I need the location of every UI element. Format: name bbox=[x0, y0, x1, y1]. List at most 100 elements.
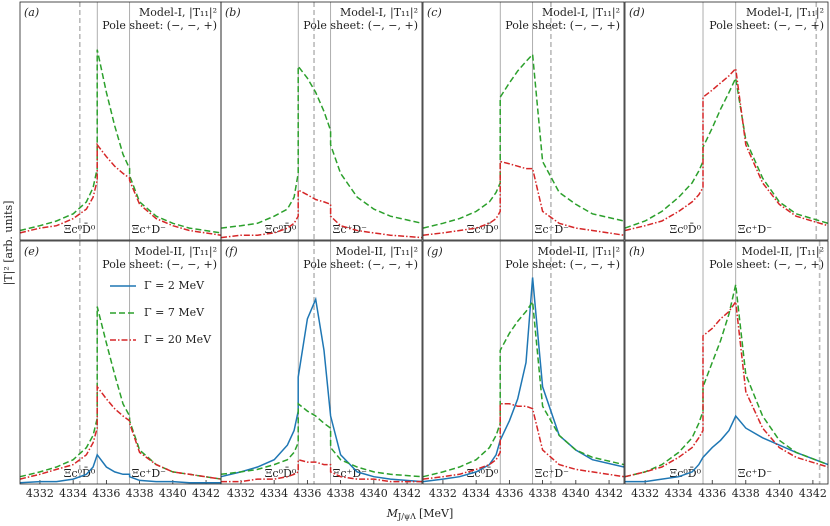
panel-label: (b) bbox=[225, 6, 241, 19]
series-line bbox=[422, 403, 625, 480]
x-tick-label: 4336 bbox=[293, 487, 321, 500]
x-tick-label: 4342 bbox=[192, 487, 220, 500]
series-line bbox=[422, 277, 625, 483]
x-tick-label: 4338 bbox=[126, 487, 154, 500]
panel-frame bbox=[422, 1, 625, 241]
series-line bbox=[624, 75, 829, 229]
panel-label: (a) bbox=[24, 6, 39, 19]
x-tick-label: 4340 bbox=[159, 487, 187, 500]
series-line bbox=[19, 142, 222, 236]
threshold-label: Ξc⁰D̄⁰ bbox=[669, 223, 701, 236]
threshold-label: Ξc⁰D̄⁰ bbox=[265, 467, 297, 480]
series-line bbox=[19, 384, 222, 480]
panel: Ξc⁰D̄⁰ Ξc⁺D⁻4332 4334 4336 4338 4340 4342(h) Mo… bbox=[624, 240, 829, 500]
x-tick-label: 4332 bbox=[26, 487, 54, 500]
x-label-sub: J/ψΛ bbox=[397, 512, 416, 521]
panel-title: Model-II, |T₁₁|² bbox=[742, 245, 824, 259]
panel-subtitle: Pole sheet: (−, −, +) bbox=[102, 19, 217, 32]
panel-title: Model-I, |T₁₁|² bbox=[139, 6, 217, 20]
x-tick-label: 4338 bbox=[529, 487, 557, 500]
panel-title: Model-II, |T₁₁|² bbox=[336, 245, 418, 259]
panel-title: Model-I, |T₁₁|² bbox=[746, 6, 824, 20]
x-tick-label: 4340 bbox=[562, 487, 590, 500]
panel-title: Model-I, |T₁₁|² bbox=[340, 6, 418, 20]
series-line bbox=[220, 296, 423, 483]
x-tick-label: 4332 bbox=[227, 487, 255, 500]
panel-subtitle: Pole sheet: (−, −, +) bbox=[709, 258, 824, 271]
panel-frame bbox=[220, 1, 423, 241]
panel-subtitle: Pole sheet: (−, −, +) bbox=[505, 19, 620, 32]
x-tick-label: 4336 bbox=[698, 487, 726, 500]
panel-title: Model-II, |T₁₁|² bbox=[135, 245, 217, 259]
series-line bbox=[422, 160, 625, 236]
panel-label: (e) bbox=[24, 245, 39, 258]
panel-frame bbox=[19, 1, 222, 241]
series-line bbox=[221, 458, 422, 483]
threshold-label: Ξc⁺D⁻ bbox=[535, 467, 570, 480]
panel-frame bbox=[624, 1, 829, 241]
panel-frame bbox=[624, 240, 829, 485]
x-tick-label: 4332 bbox=[631, 487, 659, 500]
threshold-label: Ξc⁰D̄⁰ bbox=[467, 223, 499, 236]
x-tick-label: 4336 bbox=[92, 487, 120, 500]
series-line bbox=[19, 49, 222, 234]
panel: Ξc⁰D̄⁰ Ξc⁺D⁻4332 4334 4336 4338 4340 4342(f) Mo… bbox=[220, 240, 423, 500]
series-line bbox=[220, 188, 423, 239]
panel-title: Model-I, |T₁₁|² bbox=[542, 6, 620, 20]
series-line bbox=[624, 299, 829, 478]
x-tick-label: 4332 bbox=[429, 487, 457, 500]
threshold-label: Ξc⁺D⁻ bbox=[738, 223, 773, 236]
panel-label: (f) bbox=[225, 245, 238, 258]
panel-title: Model-II, |T₁₁|² bbox=[538, 245, 620, 259]
panel-frame bbox=[19, 240, 222, 485]
panel-label: (d) bbox=[629, 6, 645, 19]
x-tick-label: 4338 bbox=[732, 487, 760, 500]
threshold-label: Ξc⁺D⁻ bbox=[333, 223, 368, 236]
panel-subtitle: Pole sheet: (−, −, +) bbox=[303, 19, 418, 32]
panel-subtitle: Pole sheet: (−, −, +) bbox=[303, 258, 418, 271]
panel-label: (c) bbox=[427, 6, 442, 19]
panel-subtitle: Pole sheet: (−, −, +) bbox=[505, 258, 620, 271]
x-tick-label: 4340 bbox=[360, 487, 388, 500]
x-tick-label: 4334 bbox=[665, 487, 693, 500]
x-label-unit: [MeV] bbox=[419, 507, 453, 520]
x-tick-label: 4342 bbox=[595, 487, 623, 500]
panel-frame bbox=[220, 240, 423, 485]
panel-subtitle: Pole sheet: (−, −, +) bbox=[709, 19, 824, 32]
series-line bbox=[422, 52, 625, 229]
y-axis-label: |T|² [arb. units] bbox=[2, 201, 16, 286]
legend-label: Γ = 7 MeV bbox=[144, 306, 205, 319]
threshold-label: Ξc⁰D̄⁰ bbox=[467, 467, 499, 480]
x-tick-label: 4334 bbox=[59, 487, 87, 500]
series-line bbox=[422, 299, 625, 478]
x-tick-label: 4338 bbox=[327, 487, 355, 500]
x-axis-label: MJ/ψΛ [MeV] bbox=[386, 507, 454, 521]
x-tick-label: 4336 bbox=[495, 487, 523, 500]
threshold-label: Ξc⁺D⁻ bbox=[738, 467, 773, 480]
x-tick-label: 4334 bbox=[260, 487, 288, 500]
legend-label: Γ = 2 MeV bbox=[144, 279, 205, 292]
series-line bbox=[624, 66, 829, 232]
x-tick-label: 4340 bbox=[765, 487, 793, 500]
series-line bbox=[220, 402, 423, 478]
series-line bbox=[624, 284, 829, 478]
panel-label: (g) bbox=[427, 245, 443, 258]
panel-frame bbox=[422, 240, 625, 485]
series-line bbox=[220, 64, 423, 229]
panel-subtitle: Pole sheet: (−, −, +) bbox=[102, 258, 217, 271]
x-tick-label: 4342 bbox=[799, 487, 827, 500]
x-tick-label: 4334 bbox=[462, 487, 490, 500]
x-label-main: M bbox=[386, 507, 399, 520]
threshold-label: Ξc⁺D⁻ bbox=[535, 223, 570, 236]
x-tick-label: 4342 bbox=[393, 487, 421, 500]
series-line bbox=[625, 414, 829, 483]
threshold-label: Ξc⁺D⁻ bbox=[132, 223, 167, 236]
legend-label: Γ = 20 MeV bbox=[144, 333, 212, 346]
panel: Ξc⁰D̄⁰ Ξc⁺D⁻ 4332 4334 4336 4338 4340 4342 (g) Mo… bbox=[422, 240, 625, 500]
